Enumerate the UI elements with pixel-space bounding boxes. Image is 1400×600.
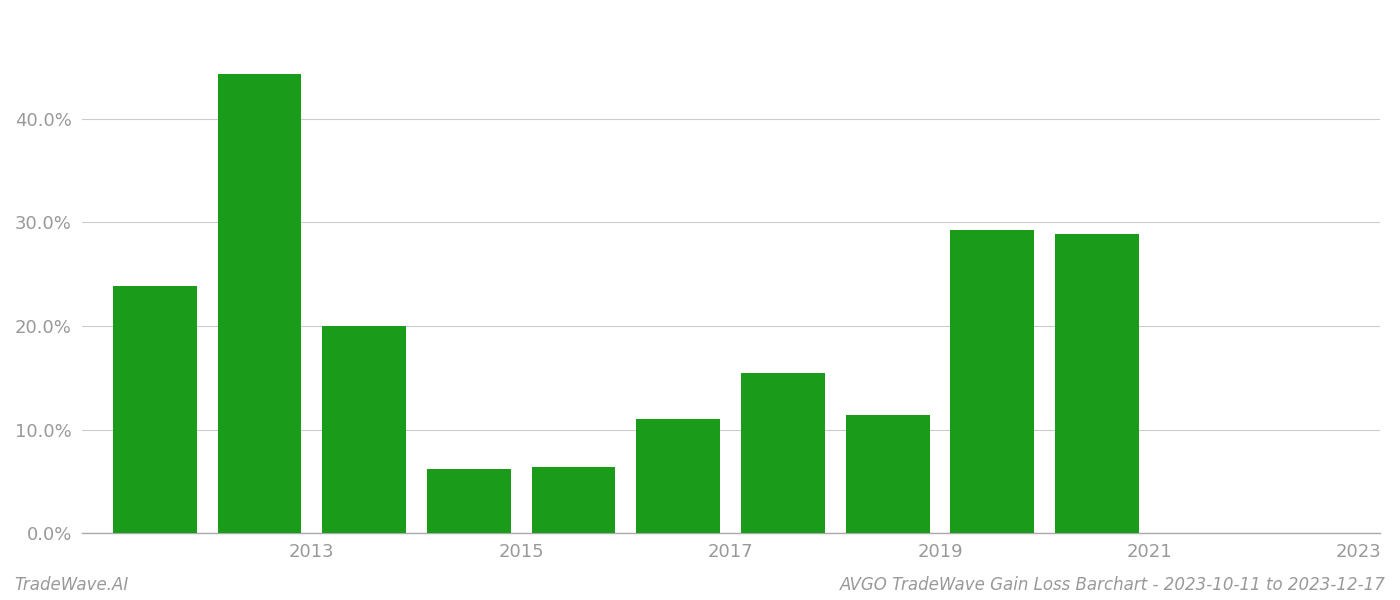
Bar bbox=[427, 469, 511, 533]
Bar bbox=[637, 419, 720, 533]
Text: AVGO TradeWave Gain Loss Barchart - 2023-10-11 to 2023-12-17: AVGO TradeWave Gain Loss Barchart - 2023… bbox=[840, 576, 1386, 594]
Bar bbox=[217, 74, 301, 533]
Bar bbox=[846, 415, 930, 533]
Bar bbox=[1056, 234, 1138, 533]
Text: TradeWave.AI: TradeWave.AI bbox=[14, 576, 129, 594]
Bar bbox=[741, 373, 825, 533]
Bar bbox=[951, 230, 1035, 533]
Bar bbox=[532, 467, 616, 533]
Bar bbox=[113, 286, 197, 533]
Bar bbox=[322, 326, 406, 533]
